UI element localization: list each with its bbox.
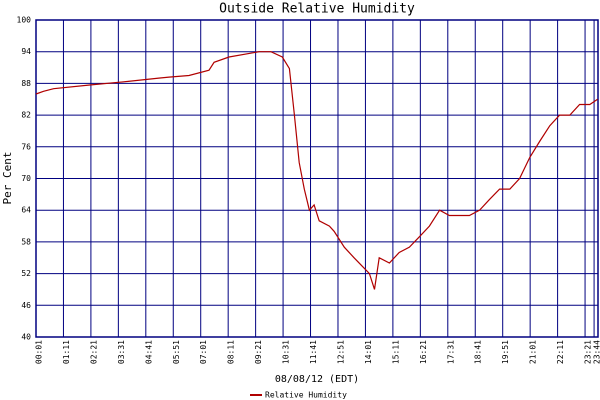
y-tick-label: 70 bbox=[21, 174, 31, 183]
x-tick-label: 22:11 bbox=[556, 340, 565, 364]
x-tick-label: 15:11 bbox=[391, 340, 400, 364]
x-tick-label: 05:51 bbox=[172, 340, 181, 364]
x-tick-label: 02:21 bbox=[89, 340, 98, 364]
x-tick-label: 04:41 bbox=[144, 340, 153, 364]
x-tick-label: 21:01 bbox=[529, 340, 538, 364]
y-tick-label: 82 bbox=[21, 111, 31, 120]
y-tick-label: 58 bbox=[21, 237, 31, 246]
x-tick-label: 12:51 bbox=[336, 340, 345, 364]
x-axis-label: 08/08/12 (EDT) bbox=[275, 374, 359, 385]
x-tick-label: 14:01 bbox=[364, 340, 373, 364]
y-tick-label: 40 bbox=[21, 333, 31, 342]
x-tick-label: 16:21 bbox=[419, 340, 428, 364]
y-tick-label: 94 bbox=[21, 47, 31, 56]
plot-border bbox=[35, 19, 599, 338]
y-tick-label: 64 bbox=[21, 206, 31, 215]
x-tick-label: 11:41 bbox=[309, 340, 318, 364]
y-axis-label: Per Cent bbox=[1, 152, 14, 205]
y-tick-label: 46 bbox=[21, 301, 31, 310]
chart-title: Outside Relative Humidity bbox=[219, 2, 415, 17]
y-tick-label: 100 bbox=[17, 16, 32, 25]
x-tick-label: 18:41 bbox=[474, 340, 483, 364]
data-line bbox=[35, 51, 598, 290]
legend-label: Relative Humidity bbox=[265, 391, 347, 400]
x-tick-label: 10:31 bbox=[282, 340, 291, 364]
y-tick-label: 52 bbox=[21, 269, 31, 278]
x-tick-label: 07:01 bbox=[199, 340, 208, 364]
x-tick-label: 08:11 bbox=[227, 340, 236, 364]
x-tick-label: 23:44 bbox=[593, 340, 600, 364]
x-tick-label: 01:11 bbox=[62, 340, 71, 364]
x-tick-label: 23:21 bbox=[584, 340, 593, 364]
x-tick-label: 19:51 bbox=[501, 340, 510, 364]
x-tick-label: 17:31 bbox=[446, 340, 455, 364]
x-tick-label: 09:21 bbox=[254, 340, 263, 364]
x-tick-label: 00:01 bbox=[35, 340, 44, 364]
y-tick-label: 88 bbox=[21, 79, 31, 88]
x-tick-label: 03:31 bbox=[117, 340, 126, 364]
y-tick-label: 76 bbox=[21, 142, 31, 151]
